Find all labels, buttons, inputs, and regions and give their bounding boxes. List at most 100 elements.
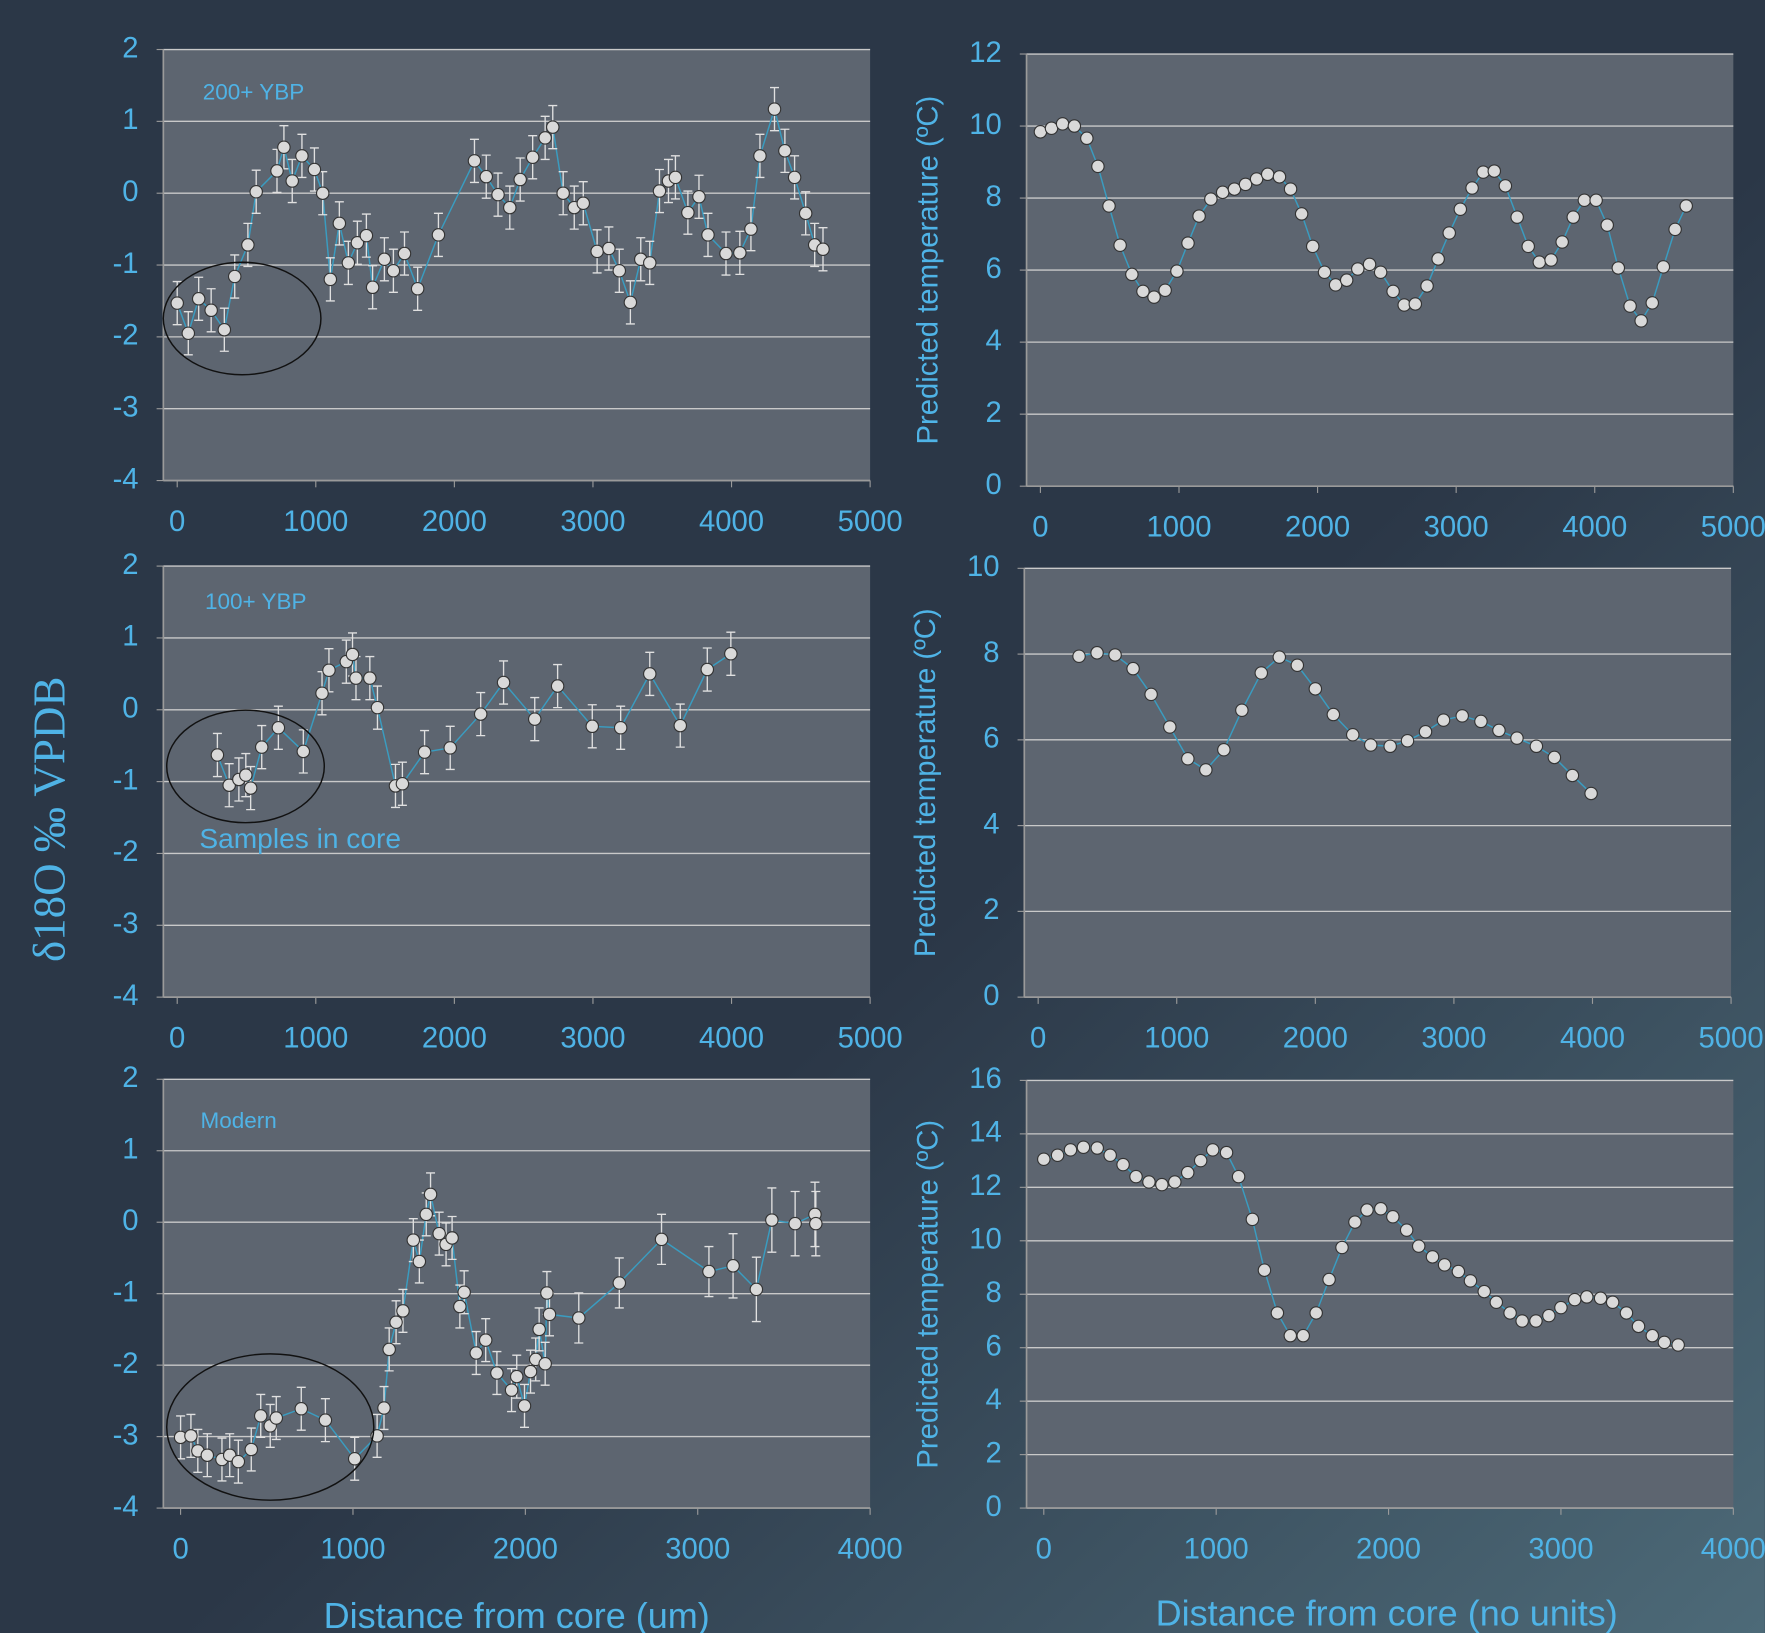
data-point xyxy=(1323,1273,1335,1285)
data-point xyxy=(491,1367,503,1379)
x-tick-label: 3000 xyxy=(665,1534,730,1566)
data-point xyxy=(1504,1307,1516,1319)
data-point xyxy=(1318,266,1330,278)
y-tick-label: 0 xyxy=(122,1205,138,1237)
data-point xyxy=(1104,1149,1116,1161)
data-point xyxy=(232,1455,244,1467)
x-tick-label: 1000 xyxy=(1146,512,1211,544)
data-point xyxy=(1271,1307,1283,1319)
data-point xyxy=(240,769,252,781)
data-point xyxy=(182,327,194,339)
data-point xyxy=(1114,239,1126,251)
data-point xyxy=(1137,285,1149,297)
data-point xyxy=(1310,1307,1322,1319)
data-point xyxy=(1488,165,1500,177)
data-point xyxy=(468,155,480,167)
y-tick-label: 12 xyxy=(969,1170,1002,1202)
data-point xyxy=(1051,1149,1063,1161)
data-point xyxy=(1284,183,1296,195)
data-point xyxy=(1556,236,1568,248)
data-point xyxy=(1569,1293,1581,1305)
y-tick-label: -4 xyxy=(113,1491,139,1523)
data-point xyxy=(1258,1264,1270,1276)
data-point xyxy=(1126,268,1138,280)
data-point xyxy=(454,1300,466,1312)
data-point xyxy=(398,247,410,259)
data-point xyxy=(1594,1292,1606,1304)
data-point xyxy=(366,281,378,293)
data-point xyxy=(324,273,336,285)
data-point xyxy=(547,121,559,133)
data-point xyxy=(573,1312,585,1324)
data-point xyxy=(1635,315,1647,327)
data-point xyxy=(1516,1315,1528,1327)
y-tick-label: 12 xyxy=(969,37,1002,69)
plot-area xyxy=(1024,568,1731,997)
data-point xyxy=(613,265,625,277)
data-point xyxy=(1336,1241,1348,1253)
data-point xyxy=(644,257,656,269)
data-point xyxy=(1193,210,1205,222)
x-tick-label: 0 xyxy=(172,1534,188,1566)
y-tick-label: 0 xyxy=(986,469,1002,501)
data-point xyxy=(1117,1158,1129,1170)
data-point xyxy=(745,223,757,235)
data-point xyxy=(1620,1307,1632,1319)
data-point xyxy=(1236,704,1248,716)
data-point xyxy=(413,1255,425,1267)
data-point xyxy=(171,297,183,309)
data-point xyxy=(1130,1170,1142,1182)
data-point xyxy=(779,145,791,157)
x-axis-label: Distance from core (no units) xyxy=(1156,1593,1618,1633)
data-point xyxy=(1091,1142,1103,1154)
data-point xyxy=(424,1188,436,1200)
data-point xyxy=(316,687,328,699)
data-point xyxy=(514,173,526,185)
data-point xyxy=(1038,1153,1050,1165)
data-point xyxy=(1464,1275,1476,1287)
data-point xyxy=(766,1214,778,1226)
x-tick-label: 1000 xyxy=(1184,1534,1249,1566)
data-point xyxy=(378,253,390,265)
x-tick-label: 5000 xyxy=(838,506,903,538)
data-point xyxy=(1127,662,1139,674)
chart: -4-3-2-101201000200030004000Modern xyxy=(113,1062,903,1566)
data-point xyxy=(1454,203,1466,215)
data-point xyxy=(397,1305,409,1317)
x-tick-label: 3000 xyxy=(1528,1534,1593,1566)
x-axis-label: Distance from core (um) xyxy=(324,1595,710,1633)
data-point xyxy=(371,701,383,713)
data-point xyxy=(1216,186,1228,198)
x-tick-label: 1000 xyxy=(320,1534,385,1566)
y-tick-label: 2 xyxy=(986,397,1002,429)
data-point xyxy=(1352,263,1364,275)
data-point xyxy=(319,1414,331,1426)
chart: -4-3-2-1012010002000300040005000200+ YBP xyxy=(113,32,903,538)
data-point xyxy=(1228,183,1240,195)
data-point xyxy=(1606,1296,1618,1308)
x-tick-label: 2000 xyxy=(1285,512,1350,544)
data-point xyxy=(524,1365,536,1377)
data-point xyxy=(308,163,320,175)
data-point xyxy=(1169,1176,1181,1188)
y-tick-label: 2 xyxy=(983,894,999,926)
data-point xyxy=(551,680,563,692)
data-point xyxy=(603,242,615,254)
data-point xyxy=(1555,1301,1567,1313)
data-point xyxy=(702,229,714,241)
annotation: 100+ YBP xyxy=(205,589,307,614)
x-tick-label: 0 xyxy=(1032,512,1048,544)
data-point xyxy=(1064,1144,1076,1156)
data-point xyxy=(444,742,456,754)
data-point xyxy=(1384,740,1396,752)
data-point xyxy=(211,749,223,761)
data-point xyxy=(255,1410,267,1422)
data-point xyxy=(539,132,551,144)
data-point xyxy=(1475,715,1487,727)
y-axis-label: Predicted temperature (ºC) xyxy=(910,608,942,957)
data-point xyxy=(727,1260,739,1272)
y-tick-label: 6 xyxy=(986,253,1002,285)
data-point xyxy=(1182,1166,1194,1178)
y-tick-label: 2 xyxy=(122,549,138,581)
